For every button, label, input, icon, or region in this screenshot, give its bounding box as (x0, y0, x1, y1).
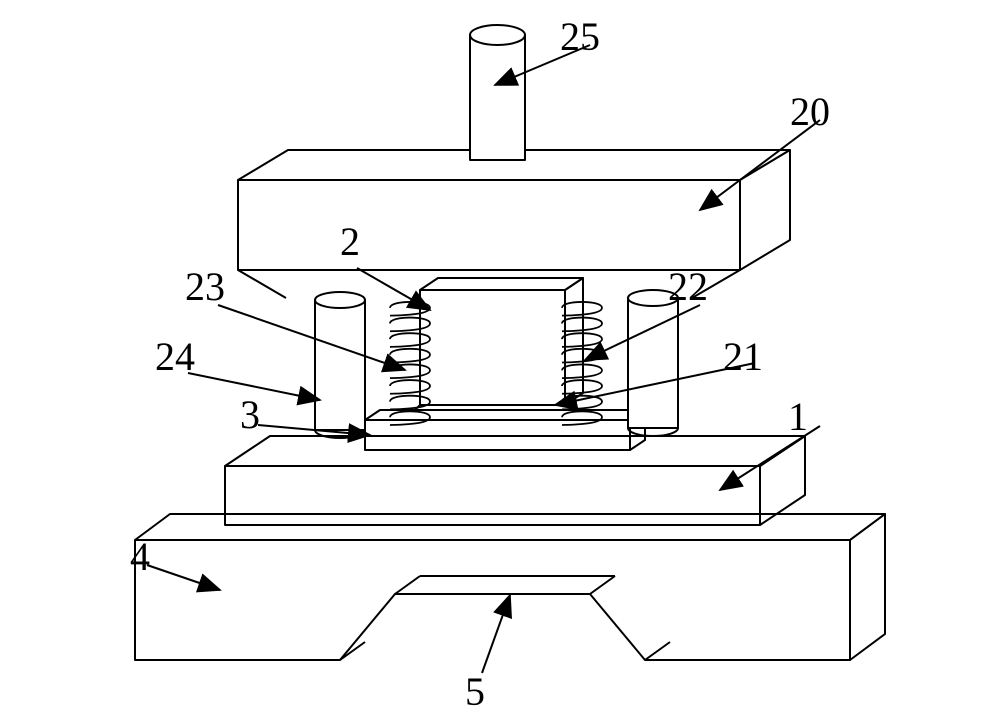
label-2: 2 (340, 219, 360, 264)
label-23: 23 (185, 264, 225, 309)
label-5: 5 (465, 669, 485, 714)
label-20: 20 (790, 89, 830, 134)
label-4: 4 (130, 534, 150, 579)
label-1: 1 (788, 394, 808, 439)
label-3: 3 (240, 392, 260, 437)
label-25: 25 (560, 14, 600, 59)
diagram-parts (135, 25, 885, 660)
label-22: 22 (668, 264, 708, 309)
label-21: 21 (723, 334, 763, 379)
label-24: 24 (155, 334, 195, 379)
